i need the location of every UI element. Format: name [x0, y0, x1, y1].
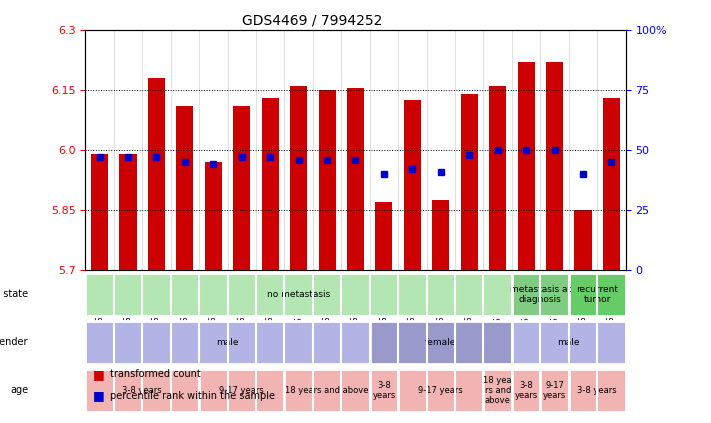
Text: ■: ■: [92, 389, 105, 402]
FancyBboxPatch shape: [512, 321, 626, 364]
Bar: [91, 154, 108, 270]
Text: 3-8 years: 3-8 years: [577, 386, 617, 395]
Text: 3-8 years: 3-8 years: [122, 386, 162, 395]
FancyBboxPatch shape: [512, 369, 540, 412]
Text: gender: gender: [0, 338, 28, 347]
Text: male: male: [557, 338, 580, 347]
Bar: [518, 62, 535, 270]
Text: percentile rank within the sample: percentile rank within the sample: [110, 390, 275, 401]
Bar: [119, 154, 137, 270]
FancyBboxPatch shape: [85, 272, 512, 316]
Text: transformed count: transformed count: [110, 369, 201, 379]
FancyBboxPatch shape: [199, 369, 284, 412]
Bar: [375, 202, 392, 270]
Bar: [319, 90, 336, 270]
FancyBboxPatch shape: [370, 369, 398, 412]
FancyBboxPatch shape: [569, 272, 626, 316]
Text: female: female: [425, 338, 456, 347]
Bar: [262, 98, 279, 270]
Text: 9-17 years: 9-17 years: [419, 386, 463, 395]
Text: no metastasis: no metastasis: [267, 290, 330, 299]
FancyBboxPatch shape: [85, 369, 199, 412]
FancyBboxPatch shape: [483, 369, 512, 412]
Bar: [574, 210, 592, 270]
Bar: [461, 94, 478, 270]
FancyBboxPatch shape: [370, 321, 512, 364]
Text: 3-8
years: 3-8 years: [373, 381, 395, 400]
Text: male: male: [216, 338, 239, 347]
Bar: [205, 162, 222, 270]
FancyBboxPatch shape: [398, 369, 483, 412]
FancyBboxPatch shape: [540, 369, 569, 412]
FancyBboxPatch shape: [512, 272, 569, 316]
Bar: [148, 78, 165, 270]
Text: recurrent
tumor: recurrent tumor: [576, 285, 619, 304]
Bar: [603, 98, 620, 270]
Bar: [546, 62, 563, 270]
Title: GDS4469 / 7994252: GDS4469 / 7994252: [242, 13, 383, 27]
Text: 9-17
years: 9-17 years: [543, 381, 566, 400]
Text: ■: ■: [92, 368, 105, 381]
Bar: [290, 86, 307, 270]
Text: disease state: disease state: [0, 289, 28, 299]
Bar: [404, 100, 421, 270]
Text: age: age: [11, 385, 28, 396]
Text: metastasis at
diagnosis: metastasis at diagnosis: [510, 285, 571, 304]
FancyBboxPatch shape: [569, 369, 626, 412]
Text: 18 yea
rs and
above: 18 yea rs and above: [483, 376, 512, 405]
Bar: [347, 88, 364, 270]
Bar: [432, 200, 449, 270]
Bar: [489, 86, 506, 270]
Text: 3-8
years: 3-8 years: [515, 381, 538, 400]
Bar: [233, 106, 250, 270]
Text: 9-17 years: 9-17 years: [220, 386, 264, 395]
Text: 18 years and above: 18 years and above: [285, 386, 369, 395]
Bar: [176, 106, 193, 270]
FancyBboxPatch shape: [85, 321, 370, 364]
FancyBboxPatch shape: [284, 369, 370, 412]
